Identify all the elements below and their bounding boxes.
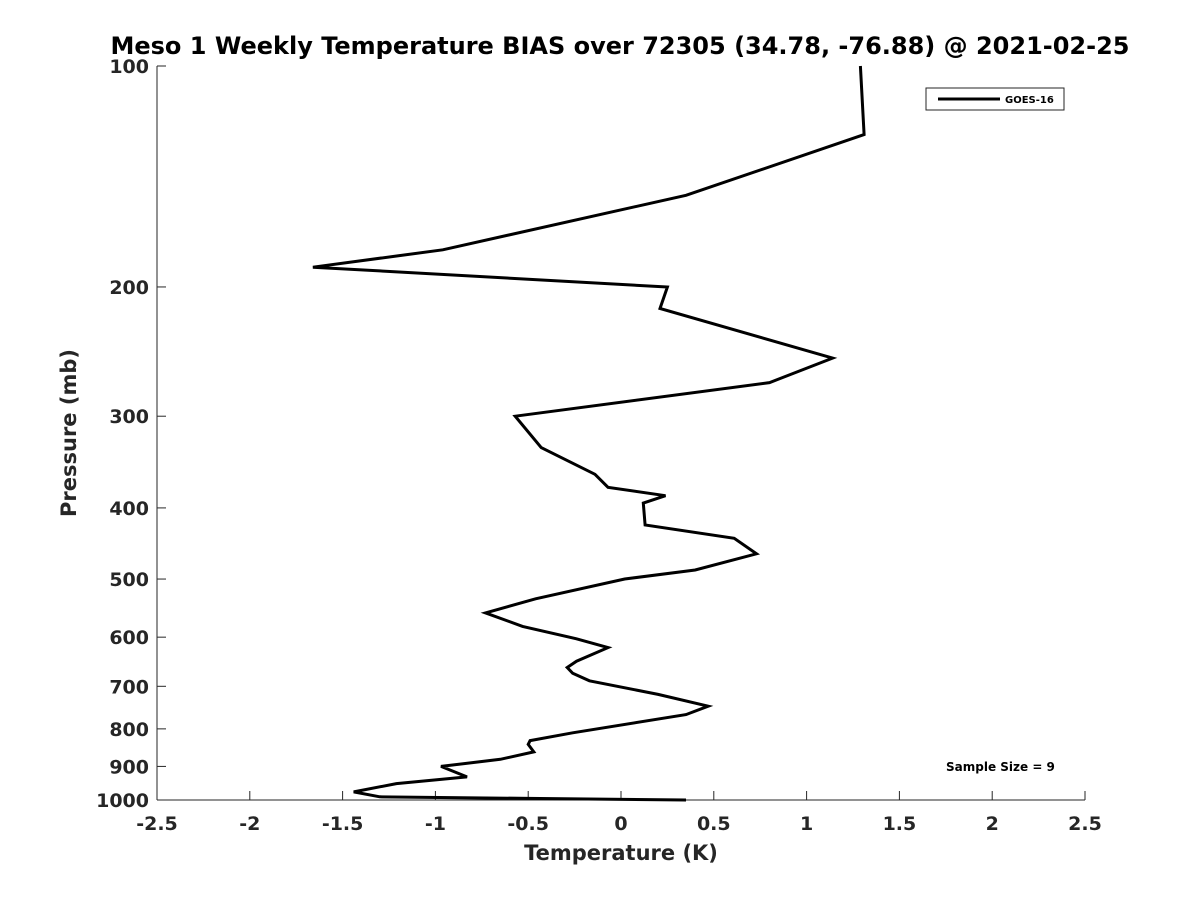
x-tick-label: 0.5: [697, 813, 731, 835]
chart-title: Meso 1 Weekly Temperature BIAS over 7230…: [110, 32, 1129, 60]
legend: GOES-16: [925, 87, 1065, 111]
series-line-goes-16: [312, 65, 866, 802]
y-tick-label: 1000: [96, 790, 149, 812]
x-tick-label: -2: [239, 813, 260, 835]
y-axis-label: Pressure (mb): [57, 349, 81, 517]
x-ticks: -2.5 -2 -1.5 -1 -0.5 0 0.5 1 1.5 2 2.5: [136, 791, 1102, 835]
x-tick-label: 0: [614, 813, 627, 835]
x-axis-label: Temperature (K): [524, 841, 718, 865]
legend-label-goes-16: GOES-16: [1005, 95, 1054, 106]
x-tick-label: -1: [425, 813, 446, 835]
series-layer: [312, 65, 866, 802]
y-tick-label: 700: [109, 676, 149, 698]
y-tick-label: 800: [109, 719, 149, 741]
y-tick-label: 400: [109, 498, 149, 520]
y-tick-label: 900: [109, 756, 149, 778]
x-tick-label: -2.5: [136, 813, 178, 835]
y-tick-label: 100: [109, 56, 149, 78]
x-tick-label: 1: [800, 813, 813, 835]
x-tick-label: 1.5: [883, 813, 917, 835]
y-tick-label: 500: [109, 569, 149, 591]
x-tick-label: 2: [986, 813, 999, 835]
x-tick-label: -1.5: [322, 813, 364, 835]
y-tick-label: 600: [109, 627, 149, 649]
y-tick-label: 300: [109, 406, 149, 428]
x-tick-label: 2.5: [1068, 813, 1102, 835]
y-ticks: 100 200 300 400 500 600 700 800 900 1000: [96, 56, 166, 812]
x-tick-label: -0.5: [507, 813, 549, 835]
sample-size-annotation: Sample Size = 9: [946, 760, 1055, 774]
y-tick-label: 200: [109, 277, 149, 299]
